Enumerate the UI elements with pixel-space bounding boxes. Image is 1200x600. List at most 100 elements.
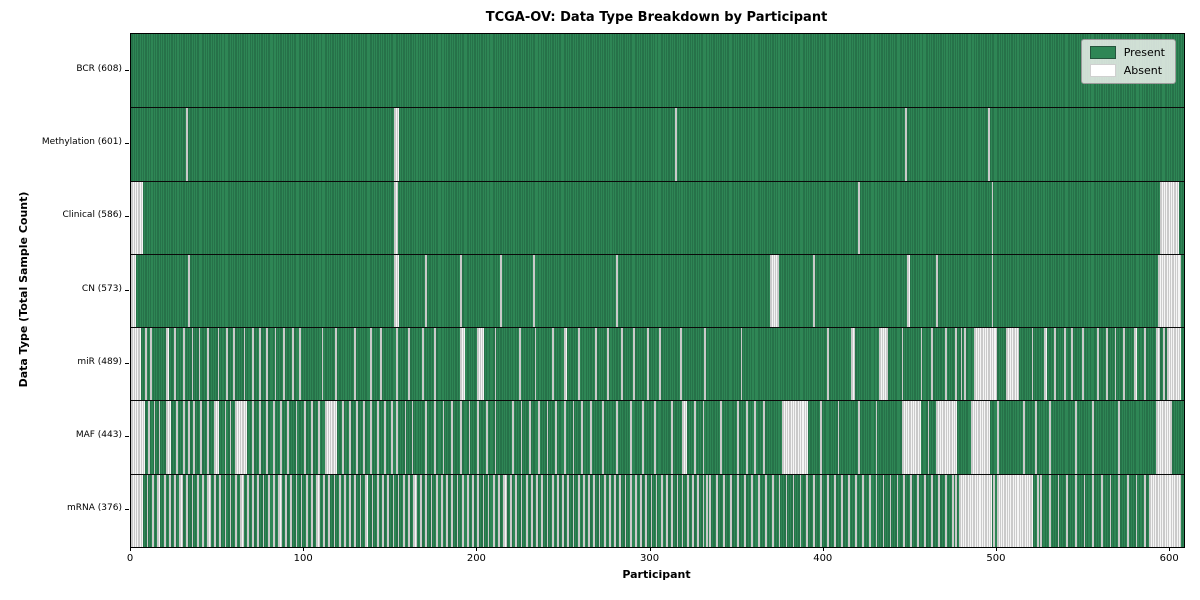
- row-separator: [131, 473, 1184, 475]
- absent-stripe: [633, 327, 635, 401]
- x-tick-label-400: 400: [813, 553, 833, 564]
- absent-stripe: [583, 473, 585, 547]
- absent-stripe: [931, 473, 933, 547]
- absent-stripe: [525, 473, 528, 547]
- absent-stripe: [827, 327, 829, 401]
- absent-stripe: [875, 473, 878, 547]
- absent-stripe: [179, 473, 183, 547]
- absent-stripe: [174, 327, 177, 401]
- absent-stripe: [577, 473, 580, 547]
- absent-stripe: [868, 473, 871, 547]
- absent-stripe: [905, 107, 907, 181]
- absent-stripe: [354, 327, 357, 401]
- absent-stripe: [150, 327, 152, 401]
- absent-stripe: [163, 473, 166, 547]
- absent-stripe: [666, 473, 668, 547]
- absent-stripe: [534, 327, 537, 401]
- absent-stripe: [466, 473, 469, 547]
- absent-stripe: [234, 473, 237, 547]
- absent-stripe: [397, 473, 400, 547]
- absent-stripe: [1022, 400, 1025, 474]
- absent-stripe: [520, 473, 523, 547]
- absent-stripe: [404, 400, 407, 474]
- absent-stripe: [614, 473, 616, 547]
- absent-stripe: [200, 400, 202, 474]
- absent-stripe: [854, 473, 857, 547]
- absent-stripe: [896, 473, 899, 547]
- absent-stripe: [551, 327, 554, 401]
- absent-stripe: [792, 473, 795, 547]
- absent-stripe: [659, 327, 661, 401]
- absent-stripe: [395, 400, 398, 474]
- absent-stripe: [693, 400, 696, 474]
- absent-stripe: [286, 400, 289, 474]
- absent-stripe: [342, 400, 344, 474]
- absent-stripe: [996, 400, 999, 474]
- absent-stripe: [477, 327, 485, 401]
- absent-stripe: [841, 473, 843, 547]
- absent-stripe: [820, 400, 823, 474]
- present-cells: [131, 107, 1184, 181]
- absent-stripe: [266, 327, 268, 401]
- absent-stripe: [851, 327, 855, 401]
- absent-stripe: [820, 473, 823, 547]
- heatmap-row-CN: [131, 253, 1184, 328]
- absent-stripe: [737, 400, 739, 474]
- heatmap-row-miR: [131, 327, 1184, 401]
- chart-title: TCGA-OV: Data Type Breakdown by Particip…: [485, 10, 828, 25]
- absent-stripe: [515, 473, 518, 547]
- absent-stripe: [906, 253, 911, 328]
- absent-stripe: [262, 473, 265, 547]
- absent-stripe: [951, 473, 954, 547]
- absent-stripe: [705, 473, 708, 547]
- absent-stripe: [364, 473, 369, 547]
- absent-stripe: [1100, 473, 1103, 547]
- absent-stripe: [148, 400, 151, 474]
- x-tick-mark: [649, 547, 651, 551]
- absent-stripe: [598, 473, 601, 547]
- present-cells: [131, 180, 1184, 254]
- legend-label-present: Present: [1123, 46, 1165, 59]
- absent-stripe: [1123, 327, 1126, 401]
- absent-stripe: [901, 327, 904, 401]
- absent-stripe: [518, 327, 521, 401]
- absent-stripe: [186, 473, 189, 547]
- absent-stripe: [770, 253, 779, 328]
- absent-stripe: [158, 400, 161, 474]
- absent-stripe: [536, 473, 538, 547]
- absent-stripe: [607, 327, 609, 401]
- absent-stripe: [1092, 400, 1094, 474]
- absent-stripe: [240, 473, 244, 547]
- absent-stripe: [730, 473, 732, 547]
- absent-stripe: [615, 400, 618, 474]
- absent-stripe: [503, 473, 507, 547]
- absent-stripe: [1083, 473, 1086, 547]
- x-tick-label-300: 300: [640, 553, 660, 564]
- absent-stripe: [356, 400, 358, 474]
- absent-stripe: [763, 400, 765, 474]
- absent-stripe: [624, 473, 627, 547]
- absent-stripe: [593, 473, 596, 547]
- absent-stripe: [408, 473, 410, 547]
- absent-stripe: [188, 400, 190, 474]
- absent-stripe: [650, 473, 653, 547]
- absent-stripe: [641, 400, 644, 474]
- x-tick-mark: [995, 547, 997, 551]
- absent-stripe: [1074, 400, 1077, 474]
- absent-stripe: [546, 400, 549, 474]
- absent-stripe: [468, 400, 471, 474]
- absent-stripe: [588, 473, 590, 547]
- absent-stripe: [621, 327, 623, 401]
- row-separator: [131, 107, 1184, 109]
- absent-stripe: [441, 473, 443, 547]
- present-cells: [131, 327, 1184, 401]
- absent-stripe: [629, 473, 632, 547]
- y-tick-label-CN: CN (573): [81, 283, 122, 294]
- legend-label-absent: Absent: [1123, 64, 1163, 77]
- absent-stripe: [924, 473, 926, 547]
- absent-stripe: [243, 327, 246, 401]
- heatmap-row-Clinical: [131, 180, 1184, 254]
- absent-stripe: [645, 473, 648, 547]
- x-tick-mark: [303, 547, 305, 551]
- absent-stripe: [754, 400, 757, 474]
